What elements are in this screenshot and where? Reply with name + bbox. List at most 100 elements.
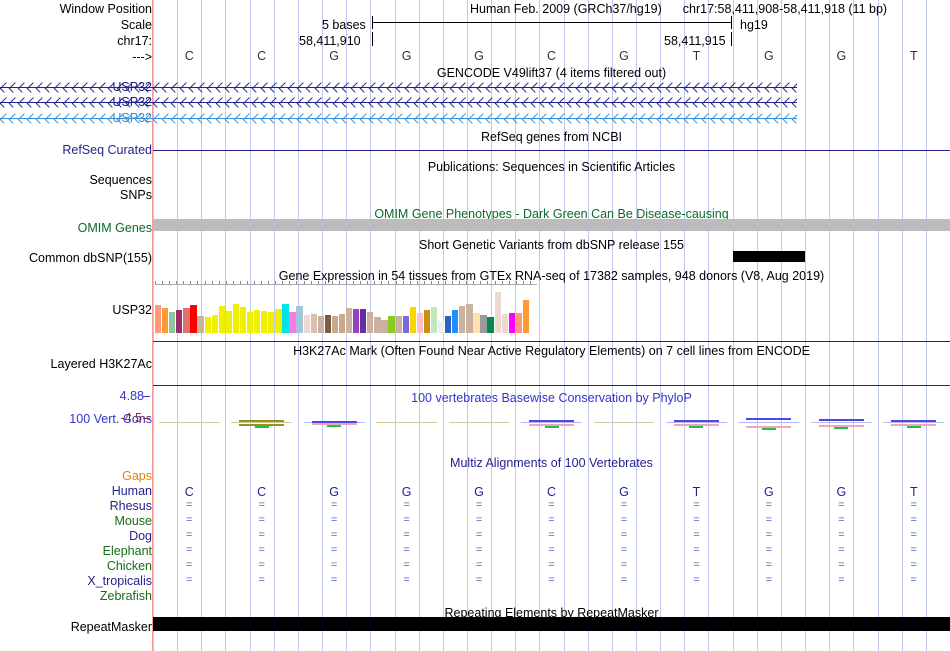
- gtex-tissue-bar[interactable]: [246, 312, 254, 333]
- gtex-tissue-bar[interactable]: [324, 315, 332, 333]
- multiz-row-rhesus[interactable]: = = = = = = = = = = =: [153, 500, 950, 512]
- gtex-tissue-bar[interactable]: [374, 317, 381, 333]
- sequence-base: T: [909, 49, 918, 63]
- gtex-tissue-bar[interactable]: [367, 312, 374, 333]
- multiz-gap-mark: =: [693, 544, 700, 556]
- gtex-tissue-bar[interactable]: [289, 312, 296, 333]
- multiz-row-dog[interactable]: = = = = = = = = = = =: [153, 530, 950, 542]
- species-label-human[interactable]: Human: [111, 484, 152, 498]
- species-label-mouse[interactable]: Mouse: [114, 514, 152, 528]
- dbsnp-track-label[interactable]: Common dbSNP(155): [29, 251, 152, 265]
- gtex-tissue-bar[interactable]: [268, 312, 275, 333]
- gtex-tissue-bar[interactable]: [225, 311, 232, 333]
- gtex-tissue-bar[interactable]: [437, 321, 445, 333]
- gencode-transcript-arrows-1[interactable]: [0, 96, 797, 108]
- gtex-tissue-bar[interactable]: [494, 292, 501, 333]
- gtex-tissue-bar[interactable]: [522, 300, 530, 333]
- gtex-tissue-bar[interactable]: [232, 304, 240, 333]
- gtex-tissue-bar[interactable]: [480, 315, 487, 333]
- ruler-left-tick: [372, 32, 373, 46]
- gtex-axis-tick: [416, 281, 418, 285]
- gencode-transcript-arrows-2[interactable]: [0, 112, 797, 124]
- gtex-tissue-bar[interactable]: [430, 307, 438, 333]
- gtex-tissue-bar[interactable]: [515, 313, 523, 333]
- species-label-chicken[interactable]: Chicken: [106, 559, 152, 573]
- gencode-transcript-arrows-0[interactable]: [0, 81, 797, 93]
- multiz-row-chicken[interactable]: = = = = = = = = = = =: [153, 560, 950, 572]
- gtex-tissue-bar[interactable]: [473, 313, 480, 333]
- multiz-gap-mark: =: [620, 559, 628, 571]
- gtex-tissue-bar[interactable]: [183, 308, 190, 333]
- gtex-tissue-bar[interactable]: [204, 317, 211, 333]
- multiz-gap-mark: =: [838, 559, 845, 571]
- h3k27ac-track-label[interactable]: Layered H3K27Ac: [50, 357, 152, 371]
- multiz-gaps-label[interactable]: Gaps: [122, 469, 152, 483]
- species-label-x-tropicalis[interactable]: X_tropicalis: [87, 574, 152, 588]
- multiz-row-elephant[interactable]: = = = = = = = = = = =: [153, 545, 950, 557]
- gridline: [829, 0, 830, 651]
- publications-sequences-label[interactable]: Sequences: [89, 173, 152, 187]
- gtex-tissue-bar[interactable]: [162, 308, 169, 333]
- gtex-tissue-bar[interactable]: [452, 310, 459, 333]
- gtex-tissue-bar[interactable]: [353, 309, 360, 333]
- gtex-axis-tick: [261, 281, 263, 285]
- omim-gene-feature[interactable]: [153, 219, 950, 231]
- strand-label: --->: [132, 50, 152, 64]
- gtex-tissue-bar[interactable]: [261, 311, 268, 333]
- gtex-tissue-bar[interactable]: [310, 314, 317, 333]
- multiz-row-x-tropicalis[interactable]: = = = = = = = = = = =: [153, 575, 950, 587]
- gtex-tissue-bar[interactable]: [275, 309, 282, 333]
- gtex-tissue-bar[interactable]: [197, 316, 204, 333]
- gtex-tissue-bar[interactable]: [416, 313, 423, 333]
- species-label-dog[interactable]: Dog: [129, 529, 152, 543]
- species-label-zebrafish[interactable]: Zebrafish: [99, 589, 152, 603]
- gtex-tissue-bar[interactable]: [190, 305, 197, 333]
- gtex-tissue-bar[interactable]: [254, 310, 261, 333]
- gtex-tissue-bar[interactable]: [239, 307, 247, 333]
- gtex-tissue-bar[interactable]: [395, 316, 402, 333]
- gtex-tissue-bar[interactable]: [423, 310, 431, 333]
- dbsnp-variant-feature[interactable]: [733, 251, 805, 262]
- gtex-tissue-bar[interactable]: [338, 314, 346, 333]
- conservation-min-tick: [143, 418, 150, 419]
- omim-track-label[interactable]: OMIM Genes: [77, 221, 152, 235]
- gtex-axis-tick: [239, 281, 241, 285]
- gtex-tissue-bar[interactable]: [331, 316, 339, 333]
- refseq-track-label[interactable]: RefSeq Curated: [62, 143, 152, 157]
- gtex-tissue-bar[interactable]: [402, 316, 409, 333]
- gtex-tissue-bar[interactable]: [296, 306, 303, 333]
- gtex-tissue-bar[interactable]: [346, 308, 353, 333]
- gtex-tissue-bar[interactable]: [303, 315, 310, 333]
- gtex-tissue-bar[interactable]: [155, 305, 162, 333]
- conservation-plot[interactable]: [153, 400, 950, 440]
- gtex-expression-barchart[interactable]: [155, 281, 537, 333]
- species-label-elephant[interactable]: Elephant: [102, 544, 152, 558]
- conservation-track-label[interactable]: 100 Vert. Cons: [69, 412, 152, 426]
- gtex-tissue-bar[interactable]: [218, 306, 225, 333]
- gtex-tissue-bar[interactable]: [508, 313, 515, 333]
- species-label-rhesus[interactable]: Rhesus: [109, 499, 152, 513]
- gtex-tissue-bar[interactable]: [381, 320, 388, 333]
- refseq-feature-line[interactable]: [153, 150, 950, 151]
- gtex-tissue-bar[interactable]: [501, 314, 508, 333]
- gtex-tissue-bar[interactable]: [459, 306, 466, 333]
- gtex-tissue-bar[interactable]: [176, 310, 183, 333]
- gtex-tissue-bar[interactable]: [169, 312, 176, 333]
- gtex-tissue-bar[interactable]: [466, 304, 473, 333]
- repeatmasker-feature[interactable]: [153, 617, 950, 631]
- gtex-tissue-bar[interactable]: [445, 316, 452, 333]
- gtex-gene-label[interactable]: USP32: [112, 303, 152, 317]
- gtex-tissue-bar[interactable]: [282, 304, 289, 333]
- gtex-tissue-bar[interactable]: [360, 309, 367, 333]
- repeatmasker-track-label[interactable]: RepeatMasker: [70, 620, 152, 634]
- multiz-gap-mark: =: [620, 544, 628, 556]
- gtex-tissue-bar[interactable]: [388, 316, 395, 333]
- transcript-line: [0, 87, 797, 88]
- publications-snps-label[interactable]: SNPs: [120, 188, 152, 202]
- multiz-row-mouse[interactable]: = = = = = = = = = = =: [153, 515, 950, 527]
- gtex-axis-tick: [437, 281, 439, 285]
- gtex-tissue-bar[interactable]: [487, 317, 494, 333]
- gtex-tissue-bar[interactable]: [211, 315, 218, 333]
- gtex-tissue-bar[interactable]: [409, 307, 416, 333]
- gtex-tissue-bar[interactable]: [317, 316, 324, 333]
